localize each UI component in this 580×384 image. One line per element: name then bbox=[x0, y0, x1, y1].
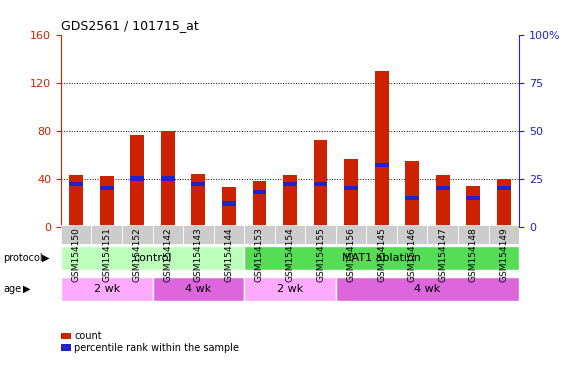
Text: 2 wk: 2 wk bbox=[93, 284, 120, 294]
Bar bbox=[92, 225, 122, 244]
Bar bbox=[458, 225, 488, 244]
Text: age: age bbox=[3, 284, 21, 294]
Bar bbox=[191, 174, 205, 227]
Bar bbox=[497, 186, 511, 190]
Bar bbox=[427, 225, 458, 244]
Bar bbox=[344, 186, 358, 190]
Bar bbox=[252, 181, 266, 227]
Bar bbox=[314, 182, 328, 186]
Bar bbox=[344, 159, 358, 227]
Bar bbox=[191, 182, 205, 186]
Text: GSM154145: GSM154145 bbox=[377, 227, 386, 281]
Bar bbox=[283, 182, 297, 186]
Text: 2 wk: 2 wk bbox=[277, 284, 303, 294]
Text: GSM154147: GSM154147 bbox=[438, 227, 447, 281]
Text: GSM154143: GSM154143 bbox=[194, 227, 203, 281]
Bar bbox=[61, 225, 92, 244]
Bar bbox=[405, 196, 419, 200]
Bar bbox=[436, 175, 450, 227]
Text: percentile rank within the sample: percentile rank within the sample bbox=[74, 343, 239, 353]
Bar bbox=[466, 186, 480, 227]
Bar bbox=[305, 225, 336, 244]
Bar bbox=[466, 196, 480, 200]
Bar bbox=[61, 246, 244, 270]
Text: GDS2561 / 101715_at: GDS2561 / 101715_at bbox=[61, 19, 198, 32]
Bar bbox=[222, 187, 236, 227]
Text: GSM154148: GSM154148 bbox=[469, 227, 478, 281]
Bar bbox=[336, 277, 519, 301]
Bar bbox=[161, 131, 175, 227]
Text: GSM154146: GSM154146 bbox=[408, 227, 416, 281]
Bar bbox=[130, 177, 144, 180]
Text: GSM154154: GSM154154 bbox=[285, 227, 295, 281]
Bar bbox=[153, 277, 244, 301]
Bar bbox=[405, 161, 419, 227]
Bar bbox=[153, 225, 183, 244]
Text: GSM154149: GSM154149 bbox=[499, 227, 508, 281]
Bar bbox=[436, 186, 450, 190]
Text: ▶: ▶ bbox=[42, 253, 49, 263]
Text: GSM154152: GSM154152 bbox=[133, 227, 142, 281]
Bar bbox=[314, 140, 328, 227]
Text: protocol: protocol bbox=[3, 253, 42, 263]
Bar bbox=[488, 225, 519, 244]
Bar bbox=[122, 225, 153, 244]
Text: GSM154151: GSM154151 bbox=[102, 227, 111, 282]
Text: GSM154155: GSM154155 bbox=[316, 227, 325, 282]
Bar bbox=[283, 175, 297, 227]
Bar bbox=[69, 175, 83, 227]
Bar bbox=[275, 225, 305, 244]
Bar bbox=[244, 246, 519, 270]
Bar bbox=[375, 71, 389, 227]
Bar bbox=[375, 163, 389, 167]
Text: GSM154142: GSM154142 bbox=[164, 227, 172, 281]
Bar bbox=[222, 202, 236, 205]
Text: GSM154144: GSM154144 bbox=[224, 227, 233, 281]
Text: control: control bbox=[133, 253, 172, 263]
Text: count: count bbox=[74, 331, 102, 341]
Bar bbox=[497, 179, 511, 227]
Bar bbox=[336, 225, 367, 244]
Text: 4 wk: 4 wk bbox=[185, 284, 212, 294]
Bar bbox=[130, 136, 144, 227]
Bar bbox=[244, 277, 336, 301]
Text: GSM154150: GSM154150 bbox=[72, 227, 81, 282]
Text: 4 wk: 4 wk bbox=[414, 284, 441, 294]
Bar bbox=[161, 177, 175, 180]
Bar bbox=[367, 225, 397, 244]
Bar bbox=[252, 190, 266, 194]
Bar bbox=[100, 176, 114, 227]
Text: GSM154153: GSM154153 bbox=[255, 227, 264, 282]
Bar bbox=[244, 225, 275, 244]
Bar bbox=[61, 277, 153, 301]
Bar bbox=[183, 225, 213, 244]
Bar bbox=[213, 225, 244, 244]
Bar bbox=[397, 225, 427, 244]
Bar bbox=[100, 186, 114, 190]
Bar bbox=[69, 182, 83, 186]
Text: MAT1 ablation: MAT1 ablation bbox=[342, 253, 421, 263]
Text: GSM154156: GSM154156 bbox=[347, 227, 356, 282]
Text: ▶: ▶ bbox=[23, 284, 31, 294]
